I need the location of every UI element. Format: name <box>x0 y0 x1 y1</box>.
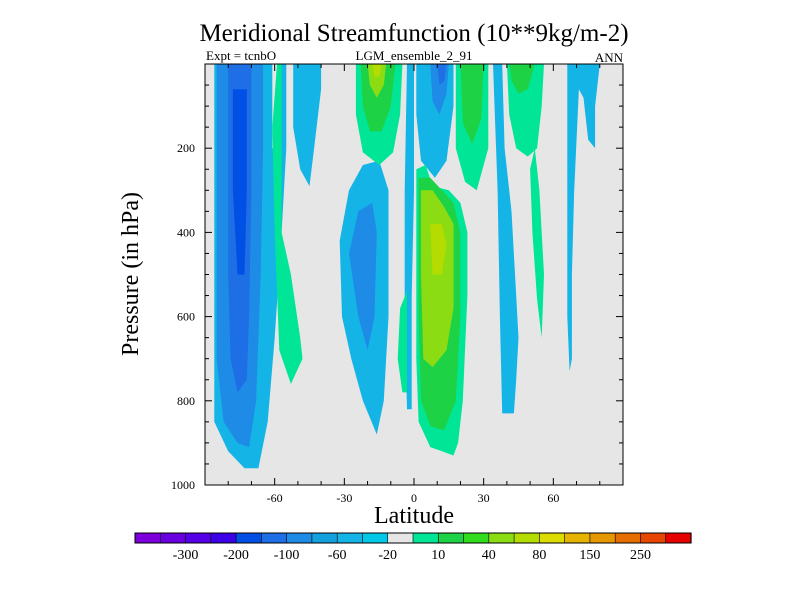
contour-upper-green-core <box>372 64 382 77</box>
contour-upper-green-inner <box>367 64 387 98</box>
colorbar-label: -300 <box>173 548 199 563</box>
y-tick-label: 1000 <box>171 478 195 492</box>
contour-sh-blue-upper <box>293 64 322 187</box>
subtitle-right: ANN <box>595 50 624 65</box>
colorbar-swatch <box>261 532 288 544</box>
contour-sh-green-tongue <box>272 64 303 384</box>
colorbar-label: 250 <box>630 548 651 563</box>
contour-regions <box>205 64 623 485</box>
x-tick-label: 60 <box>547 491 559 505</box>
colorbar-label: 10 <box>431 548 445 563</box>
colorbar-swatch <box>437 532 465 544</box>
y-tick-label: 200 <box>177 141 195 155</box>
contour-upper-green-mid <box>360 64 396 132</box>
colorbar-swatch <box>362 532 389 544</box>
colorbar-swatch <box>210 532 237 544</box>
contour-nh-green-inner <box>421 190 454 368</box>
colorbar-swatch <box>159 532 187 544</box>
colorbar-swatch <box>412 532 439 544</box>
colorbar-swatch <box>235 532 262 544</box>
colorbar-swatch <box>463 532 490 544</box>
colorbar: -300 -200 -100 -60 -20 10 40 80 150 250 <box>134 532 692 563</box>
colorbar-swatch <box>311 532 338 544</box>
y-tick-label: 600 <box>177 310 195 324</box>
colorbar-label: -20 <box>378 548 397 563</box>
colorbar-label: -100 <box>274 548 300 563</box>
contour-sh-cell-core <box>232 89 247 275</box>
colorbar-swatch <box>488 532 515 544</box>
colorbar-swatch <box>640 532 667 544</box>
subtitle-center: LGM_ensemble_2_91 <box>356 48 473 63</box>
colorbar-swatch <box>539 532 566 544</box>
contour-nh-green-tail <box>530 148 544 338</box>
x-tick-label: -30 <box>336 491 352 505</box>
colorbar-label: -60 <box>328 548 347 563</box>
colorbar-swatch <box>665 532 692 544</box>
colorbar-frame <box>134 532 692 544</box>
colorbar-swatch <box>286 532 313 544</box>
colorbar-swatch <box>614 532 642 544</box>
y-tick-label: 800 <box>177 394 195 408</box>
contour-equatorial-green-thin <box>397 291 407 393</box>
colorbar-label: 150 <box>579 548 600 563</box>
y-axis-label: Pressure (in hPa) <box>118 192 144 356</box>
contour-nh-blue-east <box>567 64 600 372</box>
colorbar-swatch <box>185 532 212 544</box>
colorbar-label: 40 <box>482 548 496 563</box>
y-tick-label: 400 <box>177 225 195 239</box>
contour-nh-green-core <box>430 224 447 275</box>
subtitle-left: Expt = tcnbO <box>206 48 276 63</box>
colorbar-swatch <box>336 532 364 544</box>
contour-nh-green-east-mid <box>509 64 535 94</box>
contour-nh-green-upper-mid <box>460 64 484 144</box>
colorbar-swatch <box>134 532 161 544</box>
chart-title: Meridional Streamfunction (10**9kg/m-2) <box>199 20 628 47</box>
contour-equatorial-blue-thin <box>404 64 414 410</box>
colorbar-swatch <box>387 532 414 544</box>
colorbar-label: -200 <box>223 548 249 563</box>
contour-nh-blue-mid <box>493 64 519 414</box>
x-axis-label: Latitude <box>374 503 454 529</box>
colorbar-swatch <box>564 532 591 544</box>
colorbar-label: 80 <box>532 548 546 563</box>
x-tick-label: 30 <box>478 491 490 505</box>
axis-ticks: -60 -30 0 30 60 200 400 600 800 1000 <box>171 64 623 505</box>
contour-upper-blue-north-inner <box>437 64 447 85</box>
colorbar-swatch <box>589 532 616 544</box>
contour-sh-blue-mid-core <box>349 202 377 351</box>
x-tick-label: -60 <box>267 491 283 505</box>
colorbar-swatch <box>513 532 540 544</box>
x-tick-label: 0 <box>411 491 417 505</box>
